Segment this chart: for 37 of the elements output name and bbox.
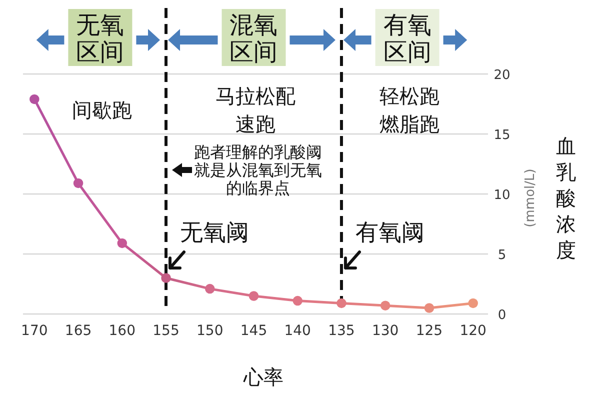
point [30, 94, 40, 104]
text: 无氧区间 [76, 11, 124, 66]
point [248, 291, 259, 301]
point [468, 298, 478, 308]
point [117, 238, 128, 248]
point [73, 178, 84, 188]
x-tick-label: 120 [460, 323, 486, 339]
y-tick-label: 20 [494, 68, 510, 83]
point [292, 296, 302, 306]
y-tick-label: 5 [498, 248, 506, 263]
point [380, 300, 390, 310]
y-tick-label: 10 [494, 188, 510, 203]
annotation: 间歇跑 [72, 98, 132, 122]
text: 有氧区间 [383, 11, 432, 66]
point [336, 298, 346, 308]
ref-line-label: 有氧阈 [355, 220, 424, 246]
point [424, 303, 434, 313]
ref-line-label: 无氧阈 [180, 220, 250, 246]
annotation: 轻松跑燃脂跑 [379, 84, 440, 136]
point [161, 273, 171, 283]
text: 混氧区间 [230, 11, 278, 66]
x-axis-title: 心率 [242, 365, 284, 389]
x-tick-label: 160 [108, 323, 136, 339]
y-tick-label: 15 [494, 128, 510, 143]
x-tick-label: 145 [240, 323, 268, 339]
x-tick-label: 165 [64, 323, 92, 339]
x-tick-label: 130 [372, 323, 399, 339]
y-tick-label: 0 [498, 308, 506, 323]
annotation: 马拉松配速跑 [216, 84, 296, 136]
x-tick-label: 140 [284, 323, 311, 339]
point [204, 284, 215, 294]
x-tick-label: 135 [328, 323, 355, 339]
x-tick-label: 155 [152, 323, 180, 339]
x-tick-label: 170 [21, 323, 48, 339]
x-tick-label: 125 [416, 323, 443, 339]
x-tick-label: 150 [196, 323, 224, 339]
annotation: 跑者理解的乳酸阈就是从混氧到无氧的临界点 [194, 142, 322, 198]
